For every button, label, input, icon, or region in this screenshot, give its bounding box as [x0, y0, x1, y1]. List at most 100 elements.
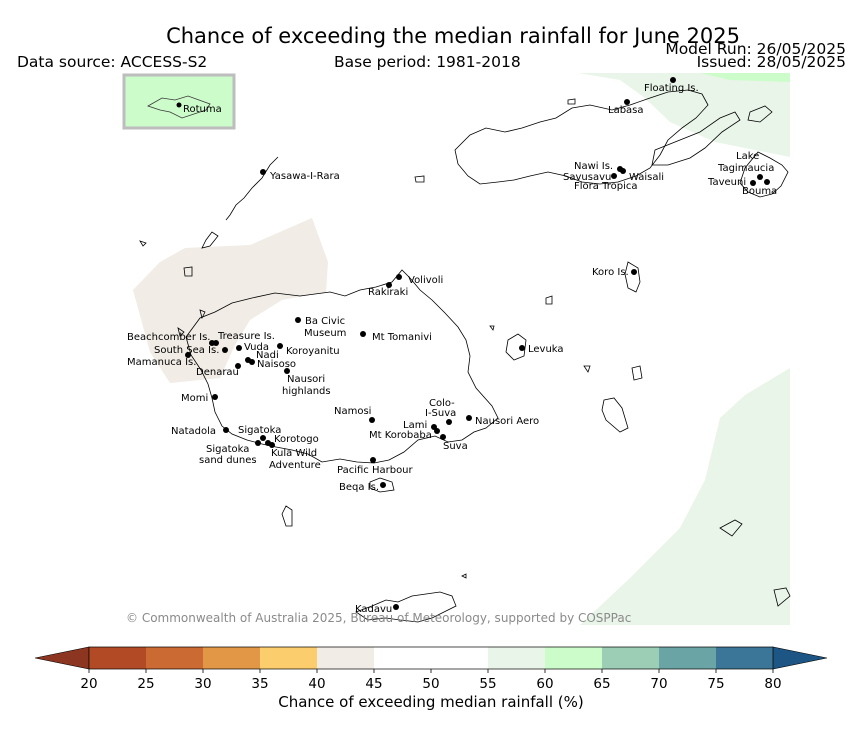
vatulele-coast: [281, 505, 293, 527]
yasawa-coast: [201, 156, 279, 249]
label-lake: Lake: [736, 151, 759, 162]
label-nausori: Nausori: [287, 374, 325, 385]
label-nawi-is: Nawi Is.: [574, 161, 613, 172]
marker-floating-is: [670, 77, 676, 83]
label-floating-is: Floating Is.: [644, 83, 699, 94]
label-colo: Colo-: [429, 398, 455, 409]
colorbar-segment: [488, 647, 546, 669]
colorbar-title: Chance of exceeding median rainfall (%): [278, 693, 584, 711]
label-kadavu: Kadavu: [355, 604, 392, 615]
label-sand-dunes: sand dunes: [199, 455, 257, 466]
data-source-label: Data source: ACCESS-S2: [17, 53, 208, 71]
marker-lake-tagimaucia: [757, 174, 763, 180]
marker-waisali: [620, 168, 626, 174]
marker-sigatoka: [260, 435, 266, 441]
marker-south-sea: [222, 347, 228, 353]
label-natadola: Natadola: [171, 426, 216, 437]
marker-volivoli: [396, 274, 402, 280]
marker-yasawa: [260, 169, 266, 175]
colorbar-segment: [545, 647, 603, 669]
copyright-notice: © Commonwealth of Australia 2025, Bureau…: [126, 611, 632, 625]
koro-coast: [624, 261, 641, 293]
marker-mt-tomanivi: [360, 331, 366, 337]
label-namosi: Namosi: [334, 406, 371, 417]
kadavu-coast: [355, 573, 467, 623]
east-islet-3: [631, 365, 643, 381]
ovalau-coast: [505, 333, 527, 361]
colorbar-tick-label: 35: [251, 676, 268, 692]
marker-colo-i-suva: [446, 419, 452, 425]
probability-fills: [133, 73, 790, 625]
place-labels: Floating Is. Labasa Nawi Is. Savusavu Wa…: [127, 83, 777, 615]
label-south-sea: South Sea Is.: [154, 345, 219, 356]
taveuni-coast: [739, 151, 789, 198]
label-denarau: Denarau: [196, 367, 239, 378]
marker-savusavu: [611, 173, 617, 179]
base-period-label: Base period: 1981-2018: [334, 53, 521, 71]
beqa-coast: [369, 477, 395, 493]
colorbar-tick-label: 45: [365, 676, 382, 692]
marker-labasa: [624, 99, 630, 105]
label-koroyanitu: Koroyanitu: [286, 346, 340, 357]
label-mt-korobaba: Mt Korobaba: [369, 430, 432, 441]
marker-sigatoka-dunes: [255, 440, 261, 446]
colorbar-tick-label: 70: [650, 676, 667, 692]
label-tagimaucia: Tagimaucia: [717, 163, 774, 174]
marker-nausori-highlands: [284, 368, 290, 374]
rotuma-label: Rotuma: [183, 104, 222, 115]
marker-suva: [440, 434, 446, 440]
label-lami: Lami: [403, 420, 427, 431]
marker-nausori-aero: [466, 415, 472, 421]
north-islet-2: [567, 98, 576, 105]
issued-label: Issued: 28/05/2025: [696, 53, 846, 71]
label-museum: Museum: [304, 328, 346, 339]
fill-40-45-west: [133, 218, 328, 383]
colorbar-segment: [317, 647, 375, 669]
colorbar-segment: [203, 647, 261, 669]
colorbar-tick-label: 75: [707, 676, 724, 692]
label-waisali: Waisali: [629, 172, 664, 183]
marker-ba-civic-museum: [295, 317, 301, 323]
marker-bouma: [764, 179, 770, 185]
colorbar-tick-label: 55: [479, 676, 496, 692]
colorbar-tick-label: 30: [194, 676, 211, 692]
label-korotogo: Korotogo: [274, 434, 319, 445]
marker-taveuni: [750, 180, 756, 186]
colorbar-segment: [716, 647, 774, 669]
yasawa-islet-2: [183, 266, 193, 277]
label-nausori-aero: Nausori Aero: [475, 416, 539, 427]
east-islet-6: [773, 587, 791, 607]
marker-rakiraki: [386, 282, 392, 288]
label-ba-civic: Ba Civic: [305, 316, 345, 327]
label-vuda: Vuda: [244, 342, 269, 353]
east-islet-4: [583, 365, 591, 373]
marker-mamanuca: [185, 352, 191, 358]
colorbar-tick-label: 25: [137, 676, 154, 692]
east-islet-5: [719, 519, 743, 537]
label-savusavu: Savusavu: [563, 172, 611, 183]
label-taveuni: Taveuni: [707, 177, 746, 188]
label-kula-wild: Kula Wild: [271, 448, 317, 459]
colorbar-under-arrow: [34, 646, 90, 670]
label-adventure: Adventure: [269, 460, 321, 471]
north-islet-1: [414, 175, 425, 183]
chart-title: Chance of exceeding the median rainfall …: [166, 24, 740, 48]
label-treasure: Treasure Is.: [217, 331, 275, 342]
marker-natadola: [223, 427, 229, 433]
northeast-peninsula-coast: [651, 111, 741, 166]
label-momi: Momi: [181, 393, 208, 404]
north-islet-3: [489, 325, 495, 331]
coastlines: [139, 89, 791, 623]
marker-namosi: [369, 417, 375, 423]
marker-koro-is: [631, 269, 637, 275]
label-rakiraki: Rakiraki: [368, 287, 408, 298]
label-sigatoka-2: Sigatoka: [206, 444, 249, 455]
marker-kadavu: [393, 604, 399, 610]
label-suva: Suva: [443, 441, 468, 452]
marker-koroyanitu: [277, 343, 283, 349]
colorbar-segment: [260, 647, 318, 669]
marker-beqa: [380, 482, 386, 488]
label-beachcomber: Beachcomber Is.: [127, 332, 210, 343]
colorbar-tick-label: 80: [764, 676, 781, 692]
label-mamanuca: Mamanuca Is.: [127, 357, 196, 368]
